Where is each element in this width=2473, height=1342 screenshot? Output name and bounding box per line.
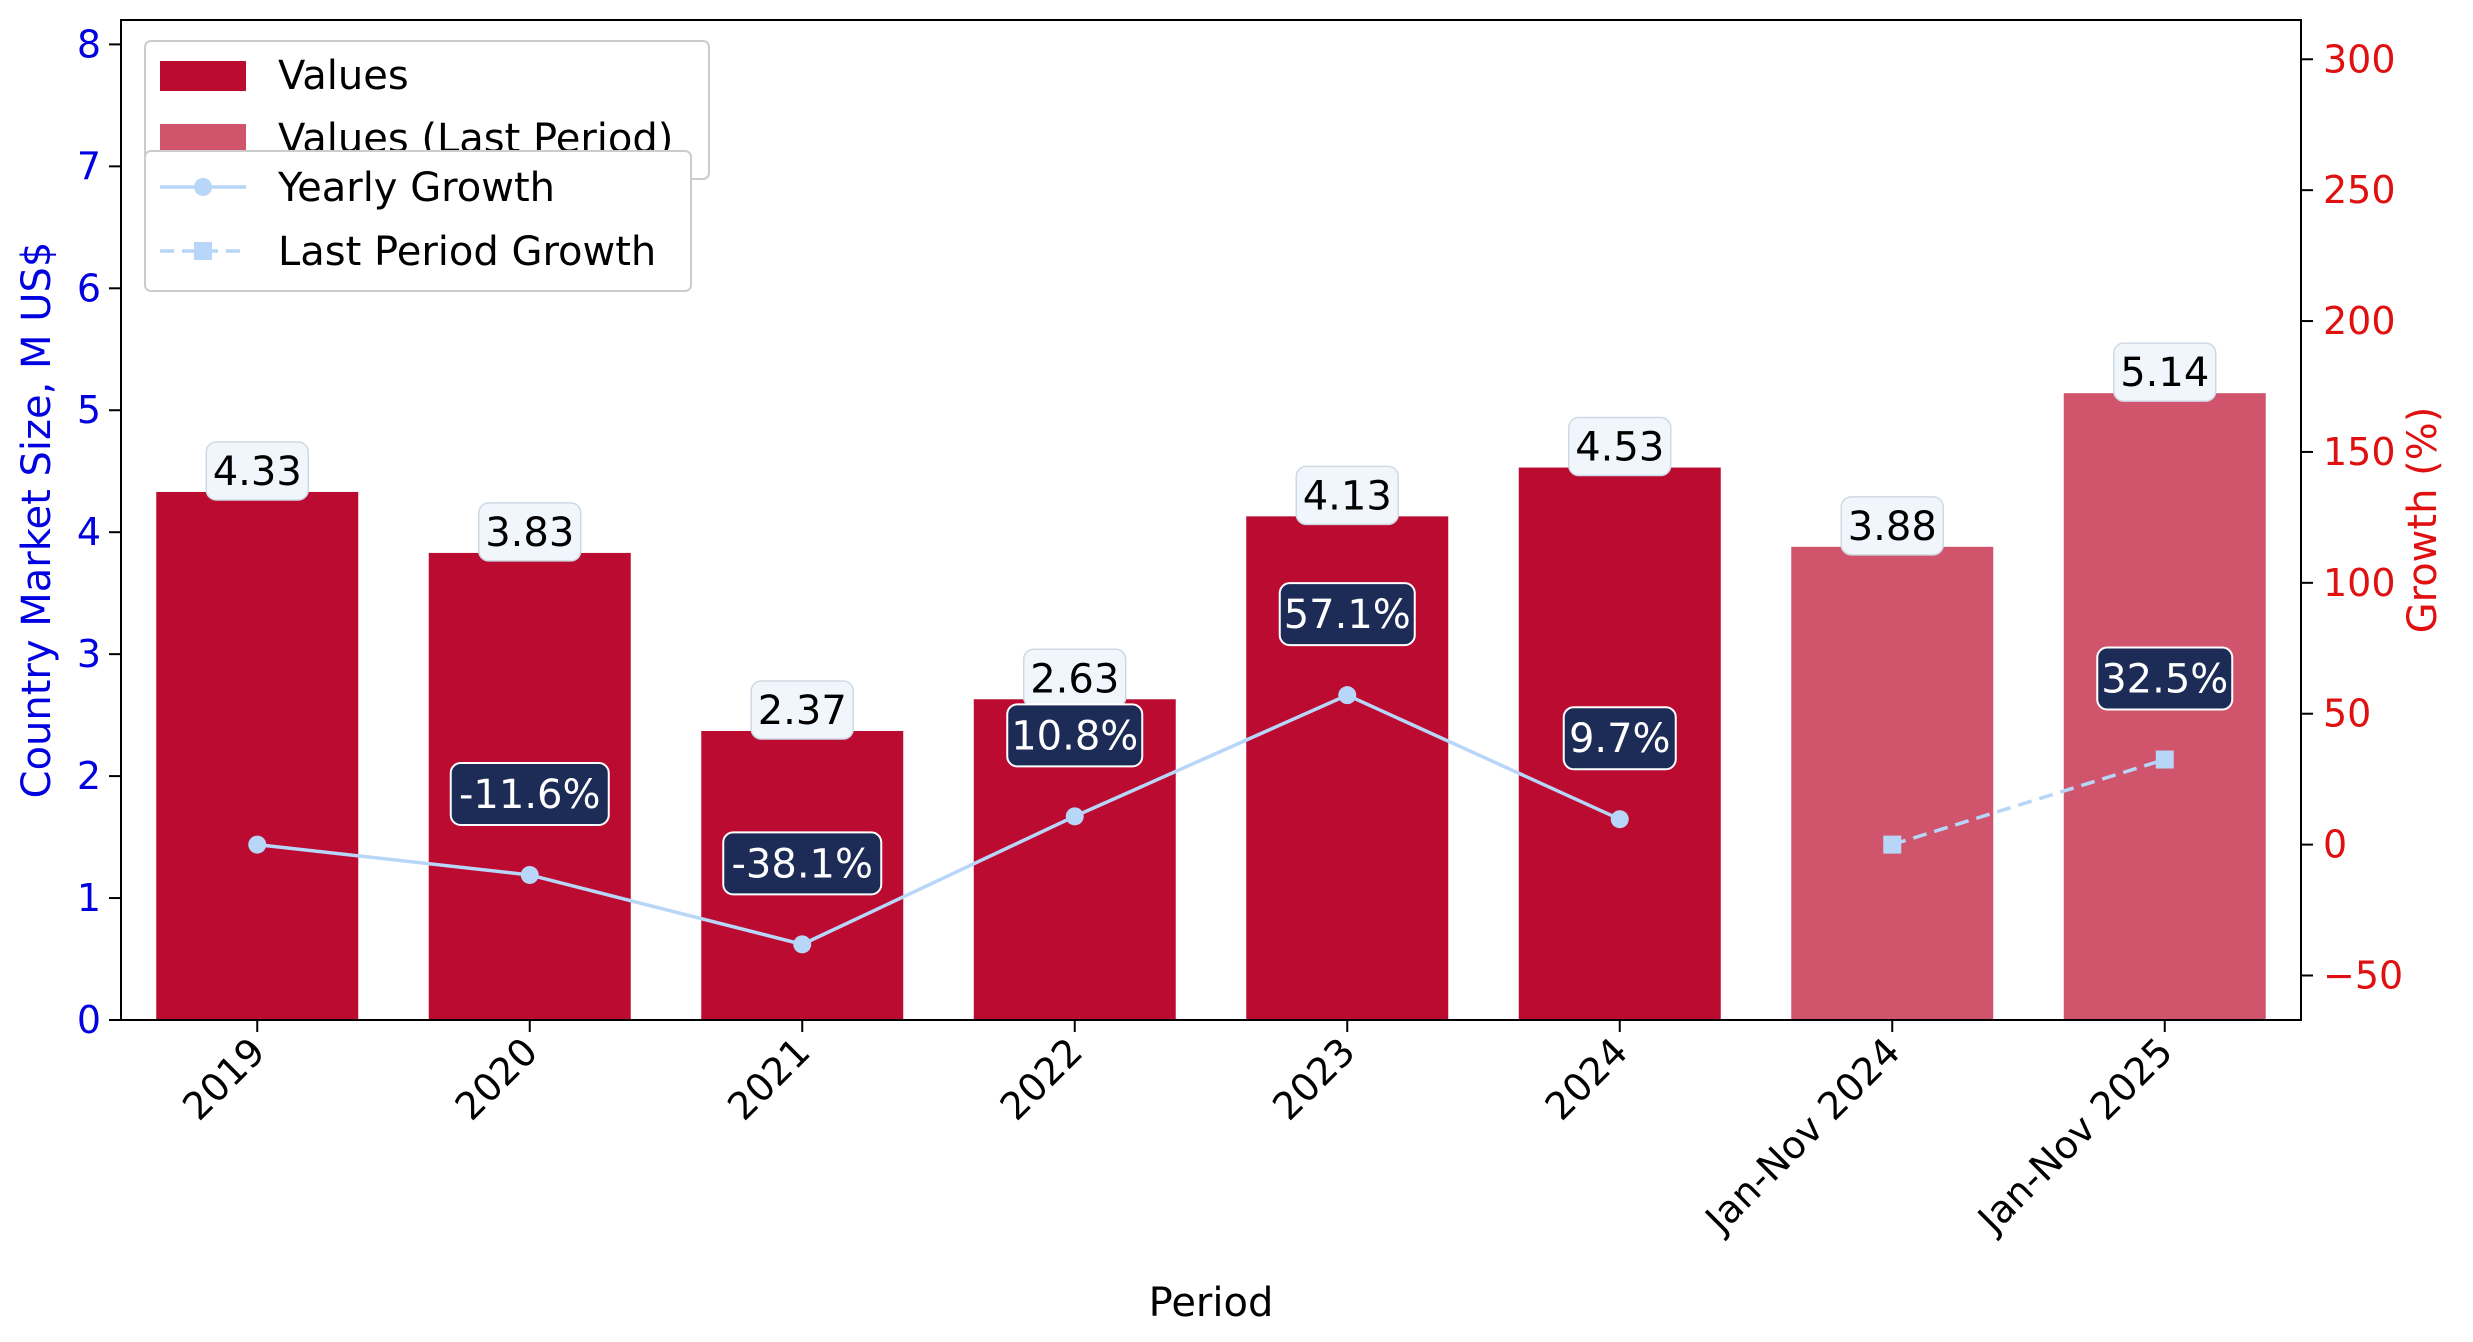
legend-marker-dot: [194, 178, 212, 196]
growth-value-label-box: [1006, 703, 1144, 768]
growth-marker-dot: [793, 935, 812, 954]
legend-bar-swatch: [160, 124, 246, 154]
left-tick-label: 4: [77, 510, 101, 554]
growth-line-1: [1891, 757, 2166, 847]
growth-value-label-box: [449, 761, 610, 826]
growth-line-0: [257, 693, 1621, 947]
right-tick-label: −50: [2323, 953, 2403, 997]
growth-marker-square: [2155, 750, 2174, 769]
left-tick-label: 5: [77, 388, 101, 432]
growth-marker-dot: [248, 835, 267, 854]
left-axis-label: Country Market Size, M US$: [14, 242, 60, 799]
growth-value-label: 32.5%: [2101, 657, 2228, 703]
growth-marker-dot: [520, 865, 539, 884]
x-tick-label: 2021: [719, 1029, 819, 1129]
bar-value-label-box: [1295, 465, 1399, 526]
legend-line-label: Yearly Growth: [277, 165, 555, 211]
bar-value-label: 4.53: [1575, 425, 1664, 471]
growth-marker-square: [1883, 835, 1902, 854]
growth-value-label-box: [2096, 646, 2234, 711]
growth-value-label: -38.1%: [731, 841, 873, 887]
legend-marker-square: [194, 242, 212, 260]
right-axis-label: Growth (%): [2400, 407, 2446, 634]
left-tick-label: 1: [77, 876, 101, 920]
right-tick-label: 50: [2323, 692, 2371, 736]
bar-value-label: 2.37: [758, 688, 847, 734]
bar-0-0: [156, 491, 359, 1020]
bar-value-label-box: [750, 680, 854, 740]
x-tick-label: 2024: [1537, 1029, 1637, 1129]
growth-value-label: 9.7%: [1569, 716, 1671, 762]
x-tick-label: Jan-Nov 2024: [1696, 1029, 1909, 1242]
right-tick-label: 250: [2323, 168, 2396, 212]
growth-value-label: -11.6%: [459, 772, 601, 818]
left-tick-label: 8: [77, 22, 101, 66]
right-tick-label: 0: [2323, 823, 2347, 867]
growth-marker-dot: [1610, 810, 1629, 829]
bar-value-label: 2.63: [1030, 656, 1119, 702]
bar-value-label-box: [205, 441, 309, 501]
x-tick-label: 2022: [992, 1029, 1092, 1129]
bar-value-label-box: [1840, 496, 1944, 556]
left-tick-label: 6: [77, 266, 101, 310]
legend-lines: [144, 150, 692, 292]
x-tick-label: Jan-Nov 2025: [1968, 1029, 2181, 1242]
bar-value-label: 3.88: [1848, 504, 1937, 550]
right-tick-label: 150: [2323, 430, 2396, 474]
left-tick-label: 7: [77, 144, 101, 188]
bar-value-label: 4.13: [1303, 473, 1392, 519]
bar-value-label: 4.33: [213, 449, 302, 495]
bar-value-label: 5.14: [2120, 350, 2209, 396]
growth-value-label-box: [1562, 706, 1677, 771]
x-tick-label: 2023: [1264, 1029, 1364, 1129]
growth-marker-dot: [1338, 686, 1357, 705]
right-tick-label: 200: [2323, 299, 2396, 343]
x-tick-label: 2020: [447, 1029, 547, 1129]
bar-value-label-box: [1568, 416, 1672, 477]
plot-frame: [120, 19, 2302, 1021]
left-tick-label: 2: [77, 754, 101, 798]
growth-value-label: 10.8%: [1011, 713, 1138, 759]
bar-value-label: 3.83: [485, 510, 574, 556]
right-tick-label: 300: [2323, 37, 2396, 81]
x-tick-label: 2019: [174, 1029, 274, 1129]
growth-value-label-box: [722, 831, 883, 896]
left-tick-label: 0: [77, 998, 101, 1042]
bar-value-label-box: [2113, 342, 2217, 402]
legend-bar-swatch: [160, 61, 246, 91]
legend-bar-label: Values: [278, 53, 409, 99]
right-tick-label: 100: [2323, 561, 2396, 605]
left-tick-label: 3: [77, 632, 101, 676]
bar-value-label-box: [478, 502, 582, 562]
growth-marker-dot: [1065, 807, 1084, 826]
legend-line-label: Last Period Growth: [278, 229, 656, 275]
bar-1-6: [1791, 546, 1994, 1020]
growth-value-label: 57.1%: [1284, 592, 1411, 638]
growth-value-label-box: [1278, 582, 1416, 647]
x-axis-label: Period: [1149, 1280, 1274, 1326]
